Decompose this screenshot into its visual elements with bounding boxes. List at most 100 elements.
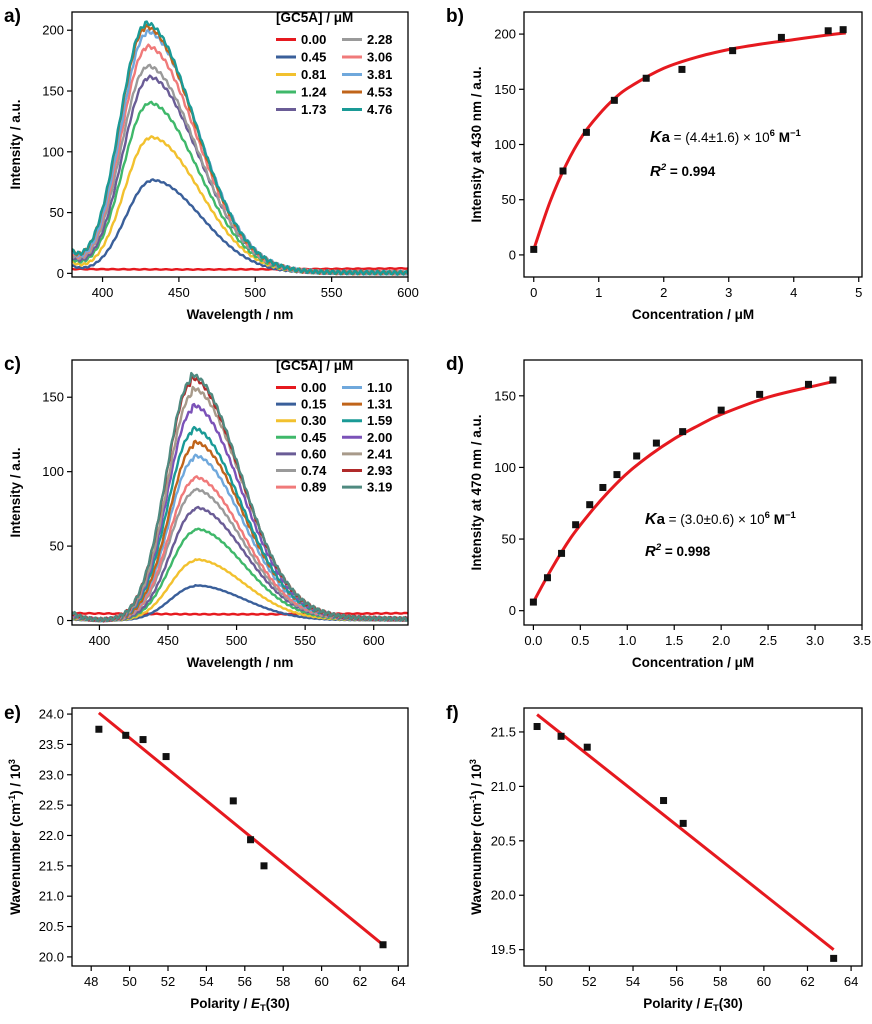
x-tick-label: 5 — [855, 285, 862, 300]
y-tick-label: 24.0 — [39, 707, 64, 722]
y-tick-label: 22.5 — [39, 798, 64, 813]
y-tick-label: 150 — [494, 388, 516, 403]
series-line-0.30 — [72, 558, 408, 622]
data-point — [679, 428, 687, 436]
data-point — [533, 723, 541, 731]
x-tick-label: 450 — [157, 633, 179, 648]
x-axis-title: Wavelength / nm — [187, 307, 294, 322]
legend-entry: 0.45 — [301, 50, 326, 65]
x-tick-label: 2.0 — [712, 633, 730, 648]
y-tick-label: 150 — [42, 84, 64, 99]
legend-entry: 1.10 — [367, 380, 392, 395]
data-point — [139, 736, 147, 744]
x-tick-label: 550 — [321, 285, 343, 300]
y-tick-label: 20.5 — [491, 833, 516, 848]
fit-line — [97, 711, 384, 946]
data-point — [162, 753, 170, 761]
panel-label: a) — [4, 6, 21, 27]
y-tick-label: 20.0 — [39, 949, 64, 964]
legend-entry: 1.24 — [301, 85, 327, 100]
x-tick-label: 550 — [294, 633, 316, 648]
legend: [GC5A] / μM 0.00 0.45 0.81 1.24 1.73 2.28 3.06 3… — [276, 10, 392, 117]
plot-frame — [71, 359, 409, 626]
x-tick-label: 52 — [582, 974, 596, 989]
legend-entry: 2.93 — [367, 463, 392, 478]
x-tick-label: 600 — [363, 633, 385, 648]
data-point — [652, 439, 660, 447]
x-tick-label: 58 — [276, 974, 290, 989]
plot-frame — [523, 359, 863, 626]
x-tick-label: 450 — [168, 285, 190, 300]
x-tick-label: 0.0 — [524, 633, 542, 648]
legend-title: [GC5A] / μM — [276, 10, 353, 25]
y-tick-label: 20.5 — [39, 919, 64, 934]
data-point — [679, 819, 687, 827]
x-tick-label: 50 — [122, 974, 136, 989]
panel-label: b) — [446, 6, 464, 27]
x-tick-label: 500 — [244, 285, 266, 300]
y-tick-label: 100 — [494, 137, 516, 152]
x-tick-label: 54 — [199, 974, 213, 989]
y-tick-label: 0 — [57, 266, 64, 281]
data-point — [530, 245, 538, 253]
fit-line — [536, 713, 835, 951]
x-tick-label: 62 — [353, 974, 367, 989]
y-tick-label: 50 — [50, 205, 64, 220]
legend-entry: 0.89 — [301, 480, 326, 495]
legend: [GC5A] / μM 0.00 0.150.30 0.450.60 0.74 0.89 1… — [276, 358, 392, 495]
plot-data — [530, 26, 847, 253]
data-point — [247, 836, 255, 844]
y-tick-label: 23.5 — [39, 737, 64, 752]
x-tick-label: 50 — [539, 974, 553, 989]
data-point — [572, 521, 580, 529]
x-tick-label: 500 — [226, 633, 248, 648]
plot-data — [529, 376, 837, 606]
x-axis-title: Concentration / μM — [632, 655, 754, 670]
panel-label: c) — [4, 354, 21, 375]
y-axis-title: Intensity / a.u. — [8, 99, 23, 189]
x-tick-label: 56 — [238, 974, 252, 989]
x-tick-label: 0.5 — [571, 633, 589, 648]
y-tick-label: 23.0 — [39, 767, 64, 782]
plot-data — [72, 371, 408, 623]
series-line-0.45 — [72, 527, 408, 623]
x-tick-label: 0 — [530, 285, 537, 300]
x-tick-label: 3 — [725, 285, 732, 300]
data-point — [229, 797, 237, 805]
plot-frame — [523, 707, 863, 967]
chart-panel-4: d) 0.0 0.5 1.0 1.5 2.0 2.5 3.0 3.5 0 50 100 150 Conce… — [446, 354, 871, 670]
data-point — [122, 731, 130, 739]
series-line-1.59 — [72, 425, 408, 623]
x-axis-title: Polarity / ET(30) — [190, 996, 290, 1014]
x-tick-label: 600 — [397, 285, 419, 300]
y-axis-title: Intensity / a.u. — [8, 447, 23, 537]
y-tick-label: 20.0 — [491, 888, 516, 903]
x-tick-label: 1 — [595, 285, 602, 300]
chart-panel-5: e) 48 50 52 54 56 58 60 62 64 20.0 20.5 21.0 21.5 22.0… — [4, 703, 409, 1014]
y-axis-title: Wavenumber (cm-1) / 103 — [468, 759, 484, 915]
legend-entry: 2.41 — [367, 446, 392, 461]
y-axis-title: Intensity at 430 nm / a.u. — [469, 66, 484, 222]
y-tick-label: 200 — [42, 23, 64, 38]
y-tick-label: 19.5 — [491, 942, 516, 957]
y-tick-label: 150 — [494, 82, 516, 97]
data-point — [839, 26, 847, 34]
data-point — [660, 797, 668, 805]
x-axis-title: Wavelength / nm — [187, 655, 294, 670]
y-tick-label: 0 — [509, 603, 516, 618]
legend-entry: 0.45 — [301, 430, 326, 445]
y-tick-label: 50 — [502, 532, 516, 547]
series-line-0.60 — [72, 505, 408, 623]
r2-annotation: R2 = 0.998 — [645, 542, 711, 560]
data-point — [557, 732, 565, 740]
legend-entry: 4.76 — [367, 102, 392, 117]
plot-data — [533, 713, 838, 962]
chart-panel-3: c) 400 450 500 550 600 0 50 100 150 Wavelength / n… — [4, 354, 409, 670]
legend-entry: 0.15 — [301, 397, 326, 412]
x-tick-label: 52 — [161, 974, 175, 989]
data-point — [558, 549, 566, 557]
chart-panel-6: f) 50 52 54 56 58 60 62 64 19.5 20.0 20.5 21.0 21.5 Po… — [446, 703, 863, 1014]
x-tick-label: 2 — [660, 285, 667, 300]
legend-entry: 3.06 — [367, 50, 392, 65]
